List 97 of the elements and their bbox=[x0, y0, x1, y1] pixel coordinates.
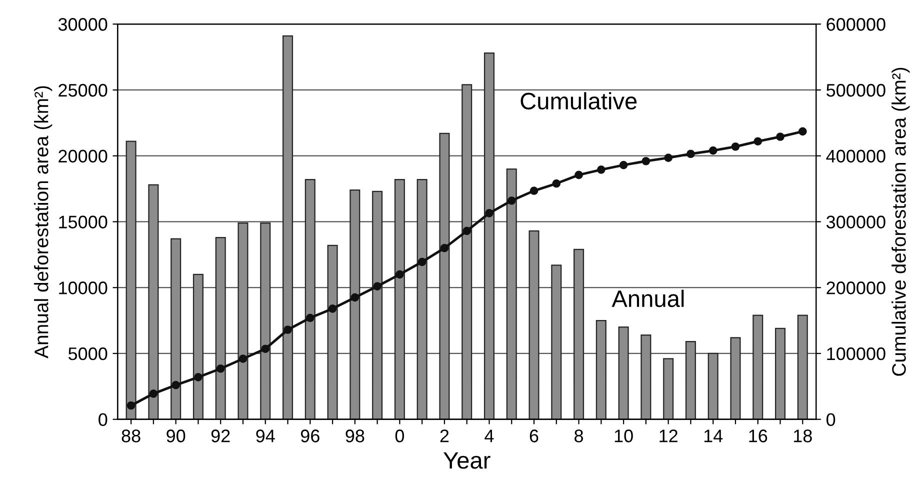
y2-tick-label: 100000 bbox=[827, 347, 886, 360]
y-tick-label: 25000 bbox=[58, 84, 108, 97]
point bbox=[708, 146, 718, 155]
point bbox=[194, 373, 202, 382]
x-tick-label: 0 bbox=[395, 430, 404, 442]
bar bbox=[170, 238, 182, 420]
bar bbox=[663, 358, 674, 420]
point bbox=[664, 154, 672, 162]
x-tick-label: 92 bbox=[211, 430, 230, 442]
y-tick-label: 30000 bbox=[58, 18, 108, 31]
x-tick-label: 90 bbox=[166, 430, 186, 442]
bar bbox=[260, 222, 271, 420]
bar bbox=[282, 35, 294, 420]
bar bbox=[528, 230, 540, 420]
point bbox=[328, 304, 337, 313]
bar bbox=[148, 184, 159, 420]
bar bbox=[327, 244, 338, 420]
point bbox=[350, 293, 360, 302]
bar bbox=[215, 236, 226, 420]
bar bbox=[708, 352, 718, 420]
point bbox=[261, 344, 270, 354]
bar bbox=[551, 264, 562, 420]
point bbox=[776, 132, 784, 141]
point bbox=[149, 389, 158, 398]
bar bbox=[506, 168, 517, 420]
x-tick-label: 12 bbox=[660, 430, 678, 442]
point bbox=[172, 380, 180, 390]
point bbox=[373, 282, 382, 290]
y-tick-label: 20000 bbox=[58, 150, 108, 163]
point bbox=[574, 170, 583, 180]
point bbox=[396, 270, 404, 279]
y-tick-label: 0 bbox=[98, 413, 108, 426]
point bbox=[597, 166, 606, 174]
bar bbox=[797, 314, 808, 420]
point bbox=[306, 314, 314, 322]
bar bbox=[484, 52, 494, 420]
bar bbox=[462, 84, 472, 420]
bar bbox=[192, 274, 204, 420]
bar bbox=[640, 334, 652, 420]
bar bbox=[416, 179, 428, 420]
y2-tick-label: 600000 bbox=[826, 18, 886, 31]
bar bbox=[752, 314, 764, 420]
annotation: Cumulative bbox=[520, 92, 637, 110]
point bbox=[798, 127, 807, 136]
point bbox=[686, 150, 695, 158]
point bbox=[507, 196, 516, 205]
y-tick-label: 5000 bbox=[68, 347, 108, 360]
bar bbox=[394, 179, 405, 420]
bar bbox=[574, 248, 584, 420]
x-tick-label: 96 bbox=[300, 430, 320, 442]
point bbox=[126, 401, 136, 410]
y-axis-title: Annual deforestation area (km²) bbox=[34, 86, 52, 358]
annotation: Annual bbox=[612, 290, 684, 308]
x-tick-label: 18 bbox=[794, 430, 812, 442]
point bbox=[754, 137, 762, 146]
x-tick-label: 6 bbox=[530, 430, 538, 442]
y2-tick-label: 300000 bbox=[826, 216, 886, 228]
y2-tick-label: 500000 bbox=[826, 84, 886, 97]
point bbox=[216, 364, 225, 373]
y2-axis-title: Cumulative deforestation area (km²) bbox=[892, 68, 910, 376]
bar bbox=[730, 337, 741, 420]
bar bbox=[238, 222, 248, 420]
point bbox=[440, 244, 449, 252]
x-tick-label: 10 bbox=[614, 430, 633, 442]
x-tick-label: 4 bbox=[484, 430, 494, 442]
bar bbox=[685, 341, 696, 420]
point bbox=[619, 160, 628, 170]
y2-tick-label: 400000 bbox=[826, 150, 886, 163]
x-tick-label: 14 bbox=[704, 430, 723, 442]
x-tick-label: 8 bbox=[574, 430, 584, 442]
x-tick-label: 88 bbox=[122, 430, 140, 442]
x-tick-label: 98 bbox=[346, 430, 364, 442]
y-tick-label: 15000 bbox=[59, 216, 108, 228]
y-tick-label: 10000 bbox=[59, 282, 108, 294]
point bbox=[731, 142, 740, 151]
y2-tick-label: 200000 bbox=[826, 282, 886, 294]
bar bbox=[439, 132, 450, 420]
y2-tick-label: 0 bbox=[826, 413, 836, 426]
x-tick-label: 2 bbox=[440, 430, 449, 442]
bar bbox=[618, 326, 629, 420]
point bbox=[462, 226, 472, 236]
x-tick-label: 16 bbox=[749, 430, 768, 442]
point bbox=[284, 326, 292, 334]
x-axis-title: Year bbox=[444, 452, 490, 469]
bar bbox=[372, 190, 383, 420]
bar bbox=[304, 179, 316, 420]
point bbox=[530, 186, 538, 195]
bar bbox=[126, 140, 136, 420]
point bbox=[552, 179, 561, 188]
bar bbox=[350, 190, 360, 420]
point bbox=[418, 258, 426, 266]
bar bbox=[775, 328, 786, 420]
point bbox=[485, 208, 494, 218]
point bbox=[642, 156, 650, 166]
x-tick-label: 94 bbox=[256, 430, 275, 442]
point bbox=[238, 354, 248, 363]
bar bbox=[596, 320, 606, 420]
